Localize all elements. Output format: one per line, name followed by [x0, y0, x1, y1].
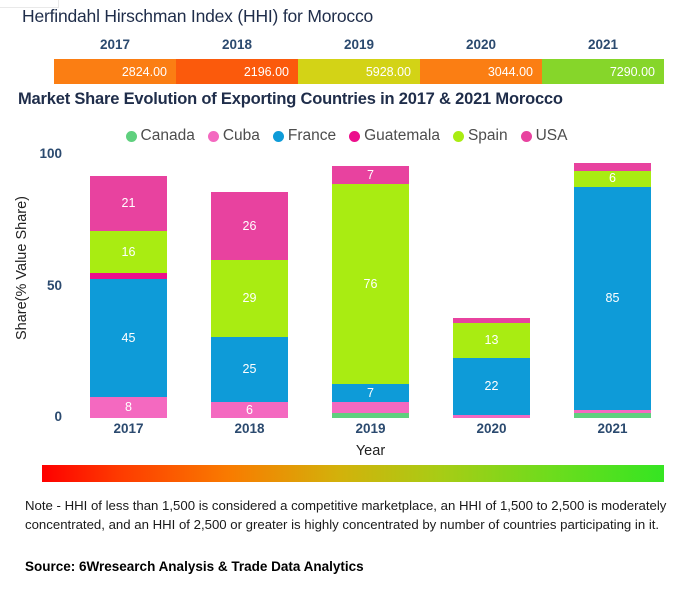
bar-segment-label: 25	[242, 362, 257, 377]
bar-segment[interactable]: 45	[89, 278, 168, 397]
bar-segment-label: 26	[242, 218, 257, 233]
hhi-year-header: 2017 2018 2019 2020 2021	[54, 37, 664, 57]
bar-segment[interactable]	[89, 273, 168, 279]
x-axis-tick-label: 2017	[113, 421, 144, 436]
stacked-bar[interactable]: 85 6	[573, 162, 652, 418]
legend-item[interactable]: USA	[520, 127, 568, 145]
bar-segment-label: 7	[367, 167, 374, 182]
bar-group: 6 25 29 26	[189, 155, 310, 418]
legend-swatch-icon	[207, 130, 219, 142]
bar-segment-label: 6	[609, 171, 616, 186]
bar-segment[interactable]	[573, 412, 652, 418]
legend-swatch-icon	[349, 130, 361, 142]
hhi-value-bar: 2824.00 2196.00 5928.00 3044.00 7290.00	[54, 59, 664, 84]
hhi-year-label: 2018	[221, 37, 253, 52]
x-axis-labels: 2017 2018 2019 2020 2021	[68, 421, 673, 436]
bar-segment[interactable]: 6	[210, 402, 289, 418]
y-axis-tick-label: 50	[46, 277, 62, 293]
legend-label: USA	[535, 127, 568, 144]
source-text: Source: 6Wresearch Analysis & Trade Data…	[25, 559, 364, 574]
bar-segment-label: 16	[121, 245, 136, 260]
legend-swatch-icon	[272, 130, 284, 142]
stacked-bar[interactable]: 6 25 29 26	[210, 191, 289, 418]
plot-area: 8 45 16 21 6 25 29 26 7 76 7 22 13 85 6	[68, 155, 673, 418]
footnote-text: Note - HHI of less than 1,500 is conside…	[25, 498, 667, 532]
bar-segment[interactable]: 76	[331, 183, 410, 384]
bar-segment[interactable]: 7	[331, 165, 410, 184]
plot-wrapper: Share(% Value Share) 0 50 100 8 45 16 21 6 25 29…	[0, 146, 693, 459]
bar-group: 22 13	[431, 155, 552, 418]
hhi-value-cell: 7290.00	[542, 59, 664, 84]
bar-segment[interactable]	[452, 318, 531, 324]
bar-group: 7 76 7	[310, 155, 431, 418]
hhi-year-label: 2017	[99, 37, 131, 52]
bar-segment[interactable]: 21	[89, 176, 168, 232]
legend-swatch-icon	[520, 130, 532, 142]
legend-item[interactable]: Cuba	[207, 127, 260, 145]
bar-segment[interactable]: 26	[210, 191, 289, 261]
bar-segment-label: 8	[125, 400, 132, 415]
legend-label: Cuba	[222, 127, 260, 144]
hhi-value-cell: 2196.00	[176, 59, 298, 84]
stacked-bar[interactable]: 8 45 16 21	[89, 176, 168, 418]
legend-label: Canada	[140, 127, 195, 144]
legend-label: France	[287, 127, 337, 144]
bar-segment-label: 76	[363, 276, 378, 291]
bar-segment-label: 7	[367, 385, 374, 400]
bar-segment-label: 6	[246, 402, 253, 417]
bar-segment-label: 29	[242, 291, 257, 306]
x-axis-tick-label: 2019	[355, 421, 386, 436]
bar-segment[interactable]: 22	[452, 357, 531, 416]
bar-segment-label: 13	[484, 333, 499, 348]
bar-segment[interactable]: 8	[89, 396, 168, 418]
bar-segment[interactable]: 16	[89, 231, 168, 274]
bar-segment[interactable]	[331, 402, 410, 413]
bar-segment[interactable]: 7	[331, 383, 410, 403]
legend-swatch-icon	[125, 130, 137, 142]
hhi-year-label: 2021	[587, 37, 619, 52]
hhi-year-label: 2020	[465, 37, 497, 52]
bar-segment[interactable]	[331, 412, 410, 418]
bar-segment[interactable]	[452, 415, 531, 418]
corner-notch	[0, 0, 59, 8]
chart-title: Market Share Evolution of Exporting Coun…	[18, 90, 563, 108]
legend-label: Guatemala	[364, 127, 440, 144]
y-axis-tick-label: 100	[39, 146, 62, 161]
legend-label: Spain	[467, 127, 508, 144]
legend-item[interactable]: Guatemala	[349, 127, 440, 145]
y-axis-tick-label: 0	[54, 409, 62, 424]
bar-segment-label: 22	[484, 379, 499, 394]
x-axis-tick-label: 2018	[234, 421, 265, 436]
bar-segment-label: 85	[605, 291, 620, 306]
hhi-gradient-scale	[42, 465, 664, 482]
y-axis-ticks: 0 50 100	[12, 146, 62, 424]
bar-segment[interactable]: 85	[573, 186, 652, 411]
bar-segment[interactable]	[573, 162, 652, 171]
bar-group: 8 45 16 21	[68, 155, 189, 418]
hhi-value-cell: 2824.00	[54, 59, 176, 84]
bar-segment[interactable]: 6	[573, 170, 652, 187]
bar-group: 85 6	[552, 155, 673, 418]
stacked-bar[interactable]: 7 76 7	[331, 165, 410, 418]
hhi-value-cell: 3044.00	[420, 59, 542, 84]
bar-segment[interactable]	[573, 410, 652, 413]
legend-item[interactable]: Spain	[452, 127, 508, 145]
bar-segment[interactable]: 13	[452, 323, 531, 358]
bar-segment-label: 45	[121, 330, 136, 345]
hhi-year-label: 2019	[343, 37, 375, 52]
x-axis-tick-label: 2020	[476, 421, 507, 436]
legend-item[interactable]: Canada	[125, 127, 195, 145]
hhi-title: Herfindahl Hirschman Index (HHI) for Mor…	[22, 6, 374, 26]
hhi-value-cell: 5928.00	[298, 59, 420, 84]
x-axis-tick-label: 2021	[597, 421, 628, 436]
stacked-bar[interactable]: 22 13	[452, 318, 531, 418]
legend-swatch-icon	[452, 130, 464, 142]
chart-legend: Canada Cuba France Guatemala Spain USA	[0, 127, 693, 145]
bar-segment[interactable]: 29	[210, 260, 289, 337]
x-axis-title: Year	[355, 443, 386, 459]
bar-segment[interactable]: 25	[210, 336, 289, 403]
legend-item[interactable]: France	[272, 127, 337, 145]
bar-segment-label: 21	[121, 196, 136, 211]
